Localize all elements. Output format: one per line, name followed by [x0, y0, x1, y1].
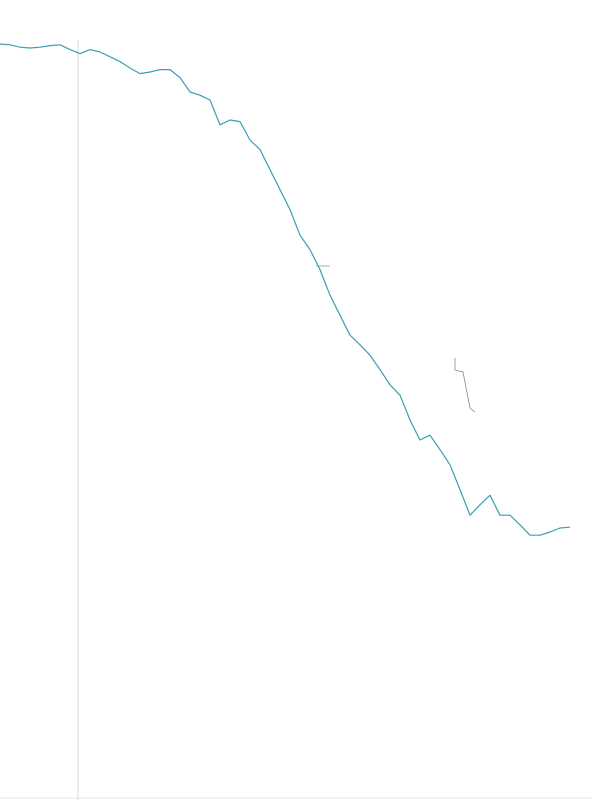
annotation-leader	[454, 358, 476, 413]
line-series	[0, 43, 571, 536]
